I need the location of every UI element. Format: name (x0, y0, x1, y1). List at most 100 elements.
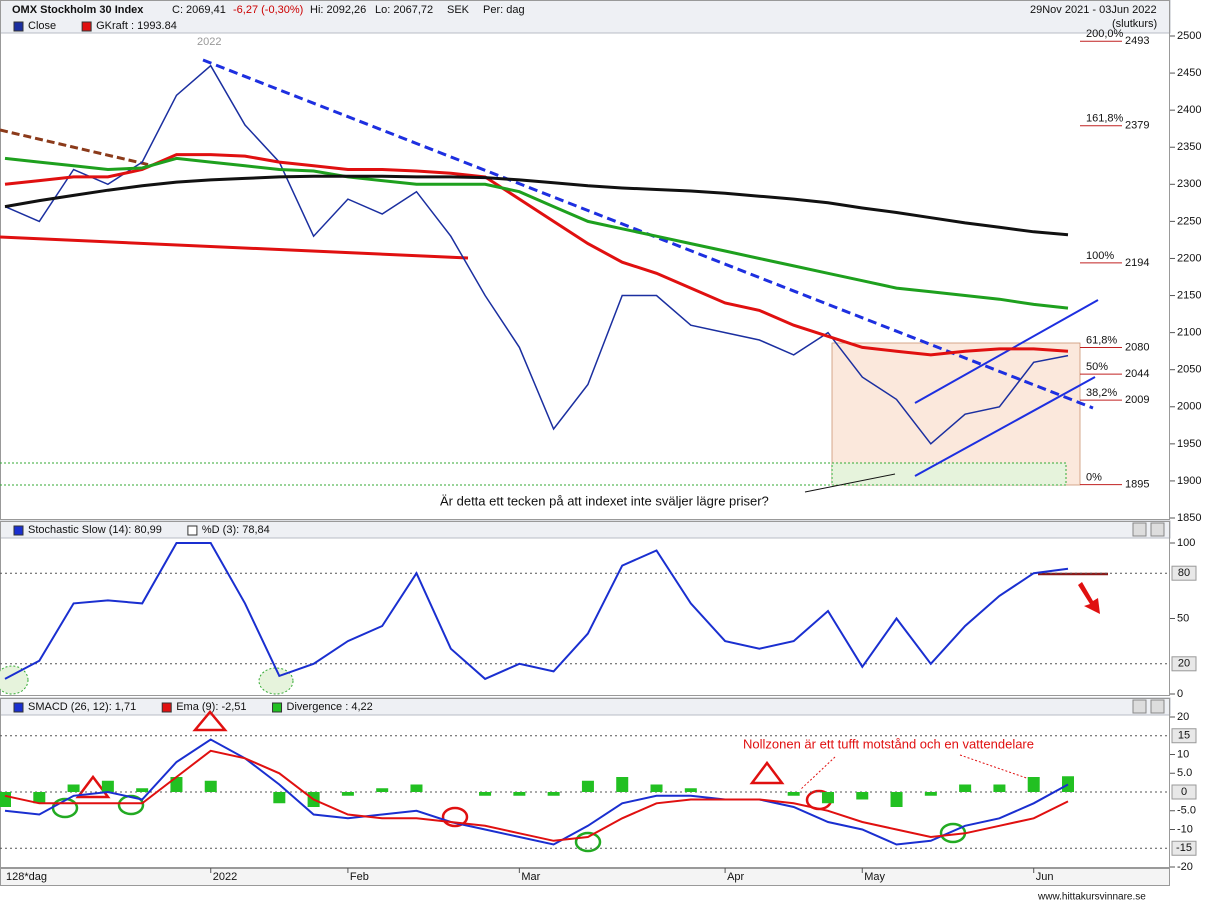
y-tick-label: 5.0 (1177, 767, 1192, 779)
legend-swatch (13, 525, 24, 536)
y-tick-label: 2000 (1177, 401, 1201, 413)
histogram-bar (787, 792, 800, 796)
legend-label: GKraft : 1993.84 (96, 20, 177, 32)
annotation-arrow (804, 473, 896, 493)
y-tick-label: -20 (1177, 861, 1193, 873)
y-tick-label: 20 (1177, 711, 1189, 723)
histogram-bar (204, 780, 217, 792)
period: Per: dag (483, 4, 525, 16)
trend-line (0, 128, 151, 167)
fib-value: 2493 (1125, 35, 1149, 47)
x-tick-label: Mar (521, 871, 540, 883)
triangle (192, 710, 228, 732)
histogram-bar (376, 788, 389, 792)
button[interactable] (1132, 699, 1147, 714)
low: Lo: 2067,72 (375, 4, 433, 16)
close: C: 2069,41 (172, 4, 226, 16)
channel-line (914, 376, 1096, 477)
marker (0, 665, 29, 695)
fib-zone (831, 342, 1081, 486)
annotation: Är detta ett tecken på att indexet inte … (440, 493, 769, 508)
legend-swatch (13, 21, 24, 32)
channel-line (914, 299, 1099, 404)
annotation-arrow (799, 756, 836, 791)
y-tick-label: 10 (1177, 748, 1189, 760)
histogram-bar (650, 784, 663, 792)
y-tick-label: 2250 (1177, 215, 1201, 227)
period-label: 128*dag (6, 871, 47, 883)
macd-panel (0, 698, 1170, 868)
fib-label: 161,8% (1086, 113, 1124, 125)
histogram-bar (547, 792, 560, 796)
fib-label: 50% (1086, 361, 1108, 373)
level-label: 0 (1181, 786, 1187, 798)
series-line (4, 749, 1069, 842)
y-tick-label: 1950 (1177, 438, 1201, 450)
legend-swatch (272, 702, 283, 713)
down-arrow (1078, 582, 1100, 614)
circle (441, 806, 469, 828)
source: www.hittakursvinnare.se (1037, 892, 1146, 902)
fib-label: 61,8% (1086, 334, 1117, 346)
histogram-bar (170, 777, 183, 792)
legend-label: %D (3): 78,84 (202, 524, 270, 536)
y-tick-label: 2500 (1177, 30, 1201, 42)
button[interactable] (1150, 699, 1165, 714)
y-tick-label: 2200 (1177, 252, 1201, 264)
price-panel (0, 0, 1170, 520)
series-line (4, 156, 1069, 310)
histogram-bar (684, 788, 697, 792)
series-line (4, 738, 1069, 846)
fib-value: 2379 (1125, 120, 1149, 132)
circle (117, 794, 145, 816)
triangle (749, 760, 785, 785)
legend-label: Stochastic Slow (14): 80,99 (28, 524, 162, 536)
legend-swatch (13, 702, 24, 713)
series-line (4, 542, 1069, 681)
level-label: 20 (1178, 658, 1190, 670)
y-tick-label: 2400 (1177, 104, 1201, 116)
circle (574, 831, 602, 853)
y-tick-label: 2050 (1177, 364, 1201, 376)
support-trend (0, 235, 469, 260)
triangle (75, 774, 111, 799)
histogram-bar (924, 792, 937, 796)
annotation: Nollzonen är ett tufft motstånd och en v… (743, 736, 1034, 751)
series-line (4, 174, 1069, 237)
level-label: -15 (1176, 842, 1192, 854)
legend-swatch (161, 702, 172, 713)
legend-swatch (187, 525, 198, 536)
histogram-bar (890, 792, 903, 807)
fib-value: 2080 (1125, 341, 1149, 353)
currency: SEK (447, 4, 470, 16)
year-label: 2022 (197, 36, 221, 48)
button[interactable] (1132, 522, 1147, 537)
high: Hi: 2092,26 (310, 4, 366, 16)
histogram-bar (856, 792, 869, 800)
y-tick-label: 2350 (1177, 141, 1201, 153)
x-tick-label: Jun (1036, 871, 1054, 883)
level-box (1171, 565, 1197, 581)
fib-value: 2044 (1125, 368, 1149, 380)
stoch-header (0, 520, 1171, 539)
legend-label: SMACD (26, 12): 1,71 (28, 701, 136, 713)
y-tick-label: 1900 (1177, 475, 1201, 487)
panel-buttons (1132, 522, 1165, 714)
level-label: 15 (1178, 730, 1190, 742)
y-tick-label: 2100 (1177, 327, 1201, 339)
button[interactable] (1150, 522, 1165, 537)
histogram-bar (513, 792, 526, 796)
histogram-bar (959, 784, 972, 792)
change: -6,27 (-0,30%) (233, 4, 303, 16)
fib-value: 1895 (1125, 479, 1149, 491)
price-type: (slutkurs) (1112, 18, 1157, 30)
histogram-bar (410, 784, 423, 792)
price-header (0, 0, 1171, 34)
y-tick-label: -5.0 (1177, 805, 1196, 817)
histogram-bar (1062, 776, 1074, 792)
fib-label: 200,0% (1086, 28, 1124, 40)
y-tick-label: -10 (1177, 823, 1193, 835)
level-label: 80 (1178, 567, 1190, 579)
annotation-arrow (959, 754, 1039, 783)
